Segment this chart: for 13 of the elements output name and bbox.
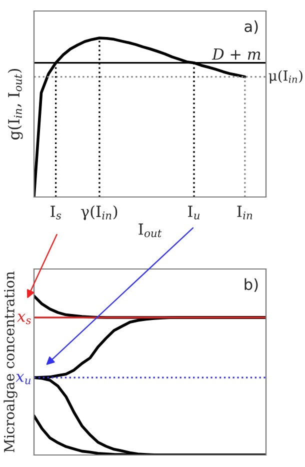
x-tick-label: γ(I$_{in}$)	[80, 205, 118, 220]
ref-line-label: D + m	[212, 48, 260, 60]
text: b)	[244, 278, 258, 292]
x-tick-label: I$_{u}$	[188, 206, 200, 220]
ref-line-label: μ(I$_{in}$)	[268, 70, 302, 84]
x-axis-title: I$_{out}$	[138, 224, 162, 238]
ref-line-label: x$_{s}$	[17, 314, 31, 324]
y-axis-title: Microalgae concentration	[4, 271, 18, 452]
ref-line-label: x$_{u}$	[16, 374, 31, 384]
y-axis-title: g(I$_{in}$, I$_{out}$)	[8, 69, 23, 140]
x-tick-label: I$_{s}$	[50, 206, 62, 220]
text: a)	[244, 20, 258, 34]
x-tick-label: I$_{in}$	[237, 206, 252, 220]
